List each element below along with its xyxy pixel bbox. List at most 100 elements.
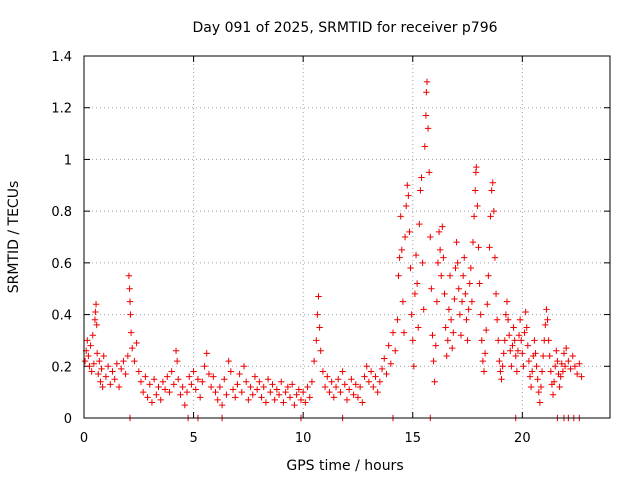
data-point <box>400 329 408 336</box>
chart-title: Day 091 of 2025, SRMTID for receiver p79… <box>192 20 497 36</box>
data-point <box>573 370 581 378</box>
data-point <box>194 376 202 383</box>
data-point <box>521 329 528 336</box>
data-point <box>370 383 377 391</box>
data-point <box>501 337 508 344</box>
data-point <box>544 316 551 323</box>
data-point <box>249 391 256 398</box>
y-axis-label: SRMTID / TECUs <box>6 181 22 294</box>
data-point <box>465 306 472 313</box>
data-point <box>481 350 489 357</box>
data-point <box>497 368 504 375</box>
data-point <box>81 357 89 365</box>
data-point <box>234 381 241 388</box>
data-point <box>361 373 368 380</box>
data-point <box>212 388 219 396</box>
data-point <box>251 373 259 380</box>
data-point <box>172 347 180 354</box>
data-point <box>477 311 484 318</box>
data-point <box>397 213 404 220</box>
data-point <box>183 388 191 396</box>
y-tick-label: 1 <box>64 153 72 168</box>
data-point <box>291 401 298 409</box>
data-point <box>284 383 292 391</box>
data-point <box>443 352 450 360</box>
data-point <box>450 329 457 336</box>
data-point <box>214 396 221 404</box>
data-point <box>330 394 338 401</box>
data-point <box>412 251 420 259</box>
data-point <box>553 347 560 354</box>
data-point <box>463 316 470 323</box>
data-point <box>565 357 572 365</box>
data-point <box>173 357 181 365</box>
data-point <box>462 290 469 298</box>
data-point <box>469 238 477 246</box>
data-point <box>525 357 533 365</box>
data-point <box>232 394 239 401</box>
axis-ticks: 0 5 10 15 20 0 0.2 0.4 0.6 0.8 1 1.2 1.4 <box>51 50 610 446</box>
data-point <box>155 383 162 391</box>
data-point <box>313 337 320 344</box>
data-point <box>97 378 104 385</box>
data-point <box>91 316 99 323</box>
data-point <box>489 179 496 186</box>
y-tick-label: 0.8 <box>51 205 72 220</box>
data-point <box>395 272 402 279</box>
data-point <box>522 308 529 316</box>
data-point <box>578 373 585 380</box>
data-point <box>567 365 574 373</box>
data-point <box>509 342 516 349</box>
data-point <box>107 381 114 388</box>
data-point <box>456 311 464 318</box>
data-point <box>436 246 444 254</box>
data-point <box>468 298 476 305</box>
data-point <box>275 391 283 398</box>
data-point <box>508 363 515 370</box>
data-point <box>196 394 204 401</box>
data-point <box>512 352 519 360</box>
data-point <box>396 254 403 261</box>
data-point <box>528 368 536 375</box>
data-point <box>422 112 430 119</box>
data-point <box>93 350 101 357</box>
data-point <box>511 337 518 344</box>
data-point <box>86 363 93 370</box>
data-point <box>526 373 534 380</box>
data-point <box>556 383 563 391</box>
data-point <box>127 329 135 336</box>
data-point <box>569 352 576 360</box>
data-point <box>210 373 217 380</box>
data-point <box>124 352 132 360</box>
data-point <box>458 298 466 305</box>
data-point <box>314 311 321 318</box>
data-point <box>425 169 433 176</box>
x-tick-label: 0 <box>80 431 88 446</box>
data-point <box>378 365 386 373</box>
data-point <box>415 324 422 331</box>
y-tick-label: 0.4 <box>51 309 72 324</box>
data-point <box>452 264 459 272</box>
data-point <box>295 386 302 393</box>
data-point <box>166 388 173 396</box>
data-point <box>427 233 434 241</box>
data-point <box>282 388 289 396</box>
data-point <box>484 301 491 308</box>
data-point <box>273 386 281 393</box>
data-point <box>459 272 467 279</box>
data-point <box>513 368 521 375</box>
data-point <box>164 373 171 380</box>
data-point <box>139 388 147 396</box>
data-point <box>321 383 329 391</box>
data-point <box>92 308 99 316</box>
data-point <box>278 378 285 385</box>
data-point <box>495 337 502 344</box>
data-point <box>537 383 545 391</box>
data-point <box>442 324 449 331</box>
data-point <box>446 272 454 279</box>
data-point <box>467 264 475 272</box>
data-point <box>473 163 480 171</box>
data-point <box>561 363 569 370</box>
data-point <box>236 370 243 378</box>
